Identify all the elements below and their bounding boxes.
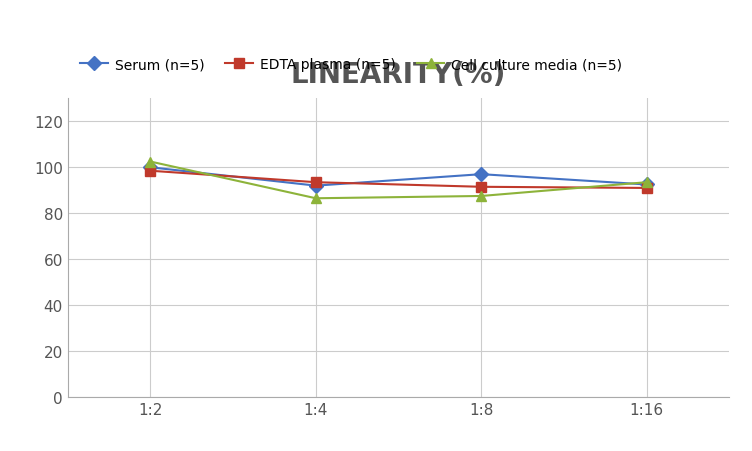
EDTA plasma (n=5) — [477, 184, 486, 190]
Legend: Serum (n=5), EDTA plasma (n=5), Cell culture media (n=5): Serum (n=5), EDTA plasma (n=5), Cell cul… — [74, 53, 628, 78]
Serum (n=5) — [146, 165, 155, 170]
Cell culture media (n=5) — [642, 180, 651, 185]
EDTA plasma (n=5) — [146, 169, 155, 174]
Cell culture media (n=5) — [146, 160, 155, 165]
Cell culture media (n=5) — [477, 194, 486, 199]
Title: LINEARITY(%): LINEARITY(%) — [291, 60, 506, 88]
EDTA plasma (n=5) — [642, 186, 651, 191]
Cell culture media (n=5) — [311, 196, 320, 202]
Line: Serum (n=5): Serum (n=5) — [146, 163, 651, 191]
Serum (n=5) — [311, 184, 320, 189]
Line: EDTA plasma (n=5): EDTA plasma (n=5) — [146, 166, 651, 193]
Serum (n=5) — [642, 182, 651, 188]
Line: Cell culture media (n=5): Cell culture media (n=5) — [146, 157, 651, 204]
Serum (n=5) — [477, 172, 486, 178]
EDTA plasma (n=5) — [311, 180, 320, 185]
